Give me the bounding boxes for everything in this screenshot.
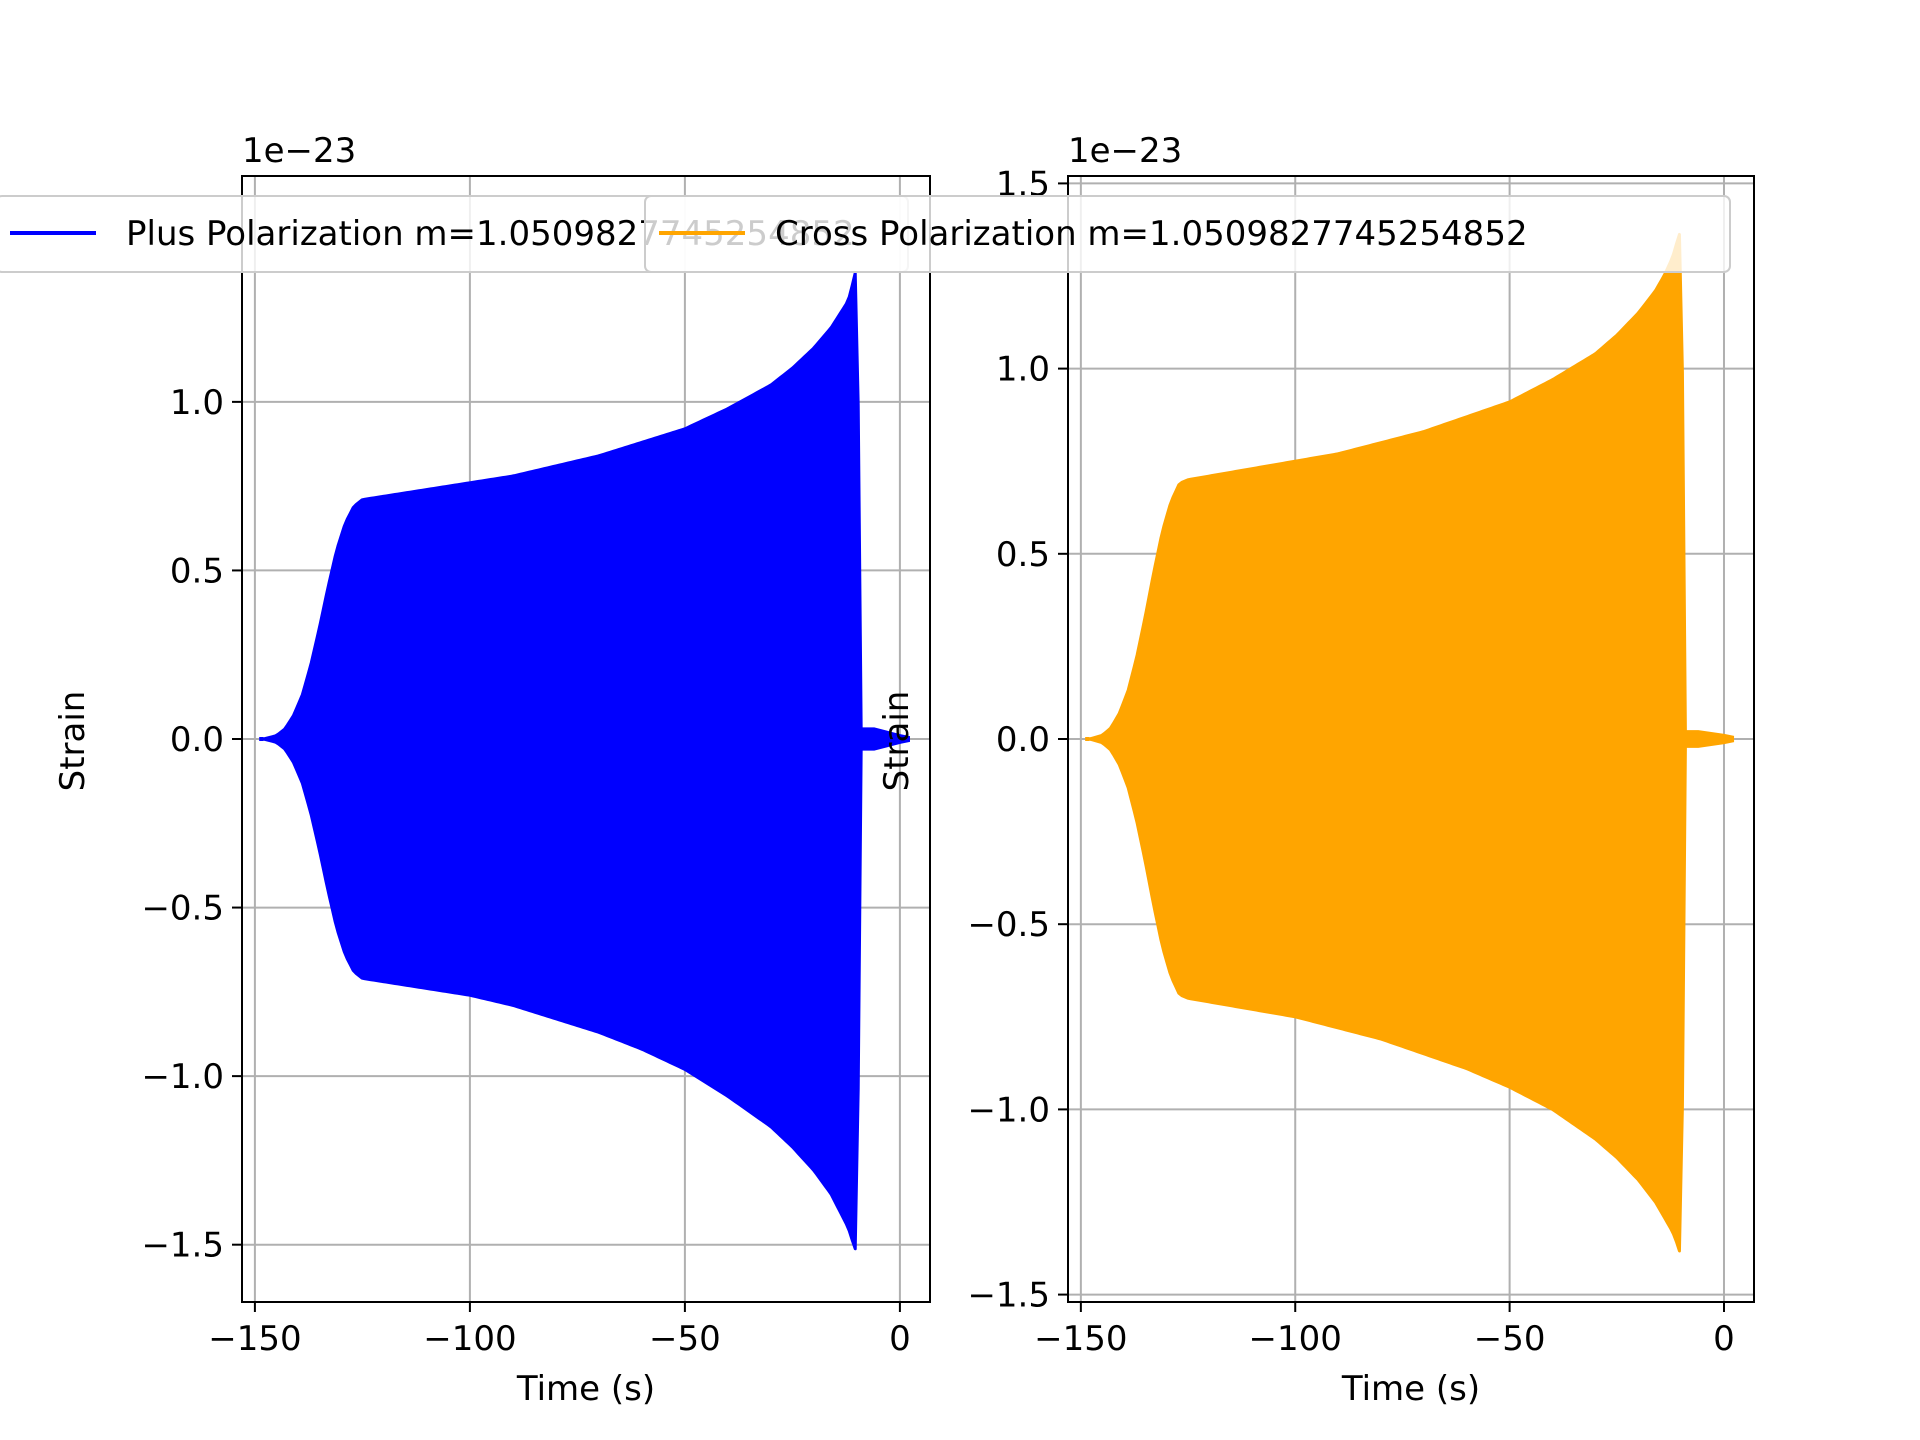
- y-tick-label: −0.5: [967, 905, 1050, 945]
- y-tick-label: −1.0: [141, 1057, 224, 1097]
- x-axis-label: Time (s): [1341, 1369, 1480, 1409]
- y-axis-label: Strain: [53, 691, 93, 792]
- y-axis-ticks: −1.5−1.0−0.50.00.51.01.5: [967, 164, 1068, 1316]
- legend-box: [644, 195, 1731, 273]
- x-tick-label: −100: [423, 1319, 516, 1359]
- y-tick-label: −1.0: [967, 1090, 1050, 1130]
- x-tick-label: 0: [1713, 1319, 1735, 1359]
- cross-polarization-panel: −150 −100 −50 0 −1.5−1.0−0.50.00.51.01.5 1e…: [877, 131, 1755, 1409]
- x-tick-label: −50: [649, 1319, 721, 1359]
- plot-area: [259, 271, 910, 1251]
- x-axis-ticks: −150 −100 −50 0: [1034, 1302, 1735, 1359]
- cross-polarization-legend: Cross Polarization m=1.0509827745254852: [644, 195, 1731, 273]
- y-offset-label: 1e−23: [242, 131, 356, 171]
- y-offset-label: 1e−23: [1068, 131, 1182, 171]
- x-tick-label: 0: [889, 1319, 911, 1359]
- y-tick-label: 1.0: [996, 350, 1050, 390]
- y-tick-label: 0.0: [996, 720, 1050, 760]
- x-tick-label: −150: [208, 1319, 301, 1359]
- y-tick-label: 0.5: [996, 535, 1050, 575]
- x-tick-label: −50: [1474, 1319, 1546, 1359]
- y-tick-label: 1.0: [170, 383, 224, 423]
- y-tick-label: −1.5: [967, 1276, 1050, 1316]
- plus-polarization-panel: −150 −100 −50 0 −1.5 −1.0 −0.5 0.0 0.5 1.0 1e−23…: [53, 131, 931, 1409]
- plot-area: [1085, 232, 1735, 1253]
- waveform-ringdown-tail: [859, 727, 910, 751]
- waveform-ringdown-tail: [1683, 730, 1735, 748]
- x-tick-label: −150: [1034, 1319, 1127, 1359]
- x-axis-label: Time (s): [516, 1369, 655, 1409]
- legend-entry-cross-polarization: Cross Polarization m=1.0509827745254852: [775, 214, 1528, 254]
- y-tick-label: 0.0: [170, 720, 224, 760]
- y-tick-label: −0.5: [141, 889, 224, 929]
- x-tick-label: −100: [1249, 1319, 1342, 1359]
- y-tick-label: −1.5: [141, 1226, 224, 1266]
- x-axis-ticks: −150 −100 −50 0: [208, 1302, 911, 1359]
- y-axis-ticks: −1.5 −1.0 −0.5 0.0 0.5 1.0: [141, 383, 242, 1266]
- y-tick-label: 0.5: [170, 551, 224, 591]
- y-axis-label: Strain: [877, 691, 917, 792]
